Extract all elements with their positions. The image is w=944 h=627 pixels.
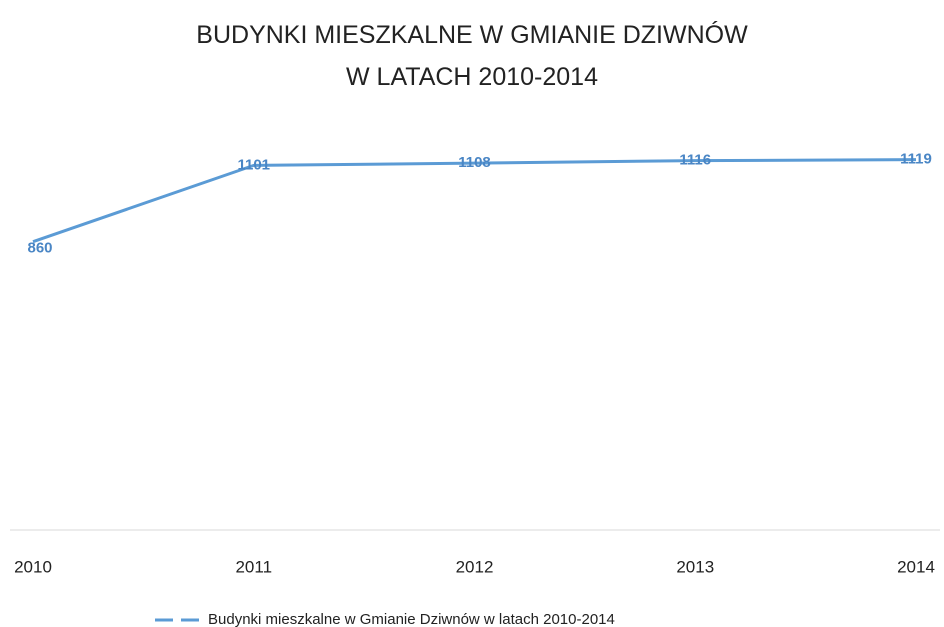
data-label: 860 bbox=[27, 240, 52, 257]
line bbox=[32, 158, 917, 244]
x-tick-label: 2014 bbox=[897, 557, 935, 576]
data-label: 1108 bbox=[458, 154, 491, 171]
x-tick-label: 2010 bbox=[14, 557, 52, 576]
data-label: 1119 bbox=[900, 151, 932, 168]
data-label: 1116 bbox=[679, 152, 711, 169]
data-label: 1101 bbox=[237, 156, 270, 173]
chart-title: BUDYNKI MIESZKALNE W GMIANIE DZIWNÓW W L… bbox=[196, 21, 748, 91]
x-tick-label: 2013 bbox=[676, 557, 714, 576]
x-tick-label: 2011 bbox=[235, 557, 272, 576]
x-tick-label: 2012 bbox=[456, 557, 494, 576]
legend-label: Budynki mieszkalne w Gmianie Dziwnów w l… bbox=[208, 611, 615, 627]
